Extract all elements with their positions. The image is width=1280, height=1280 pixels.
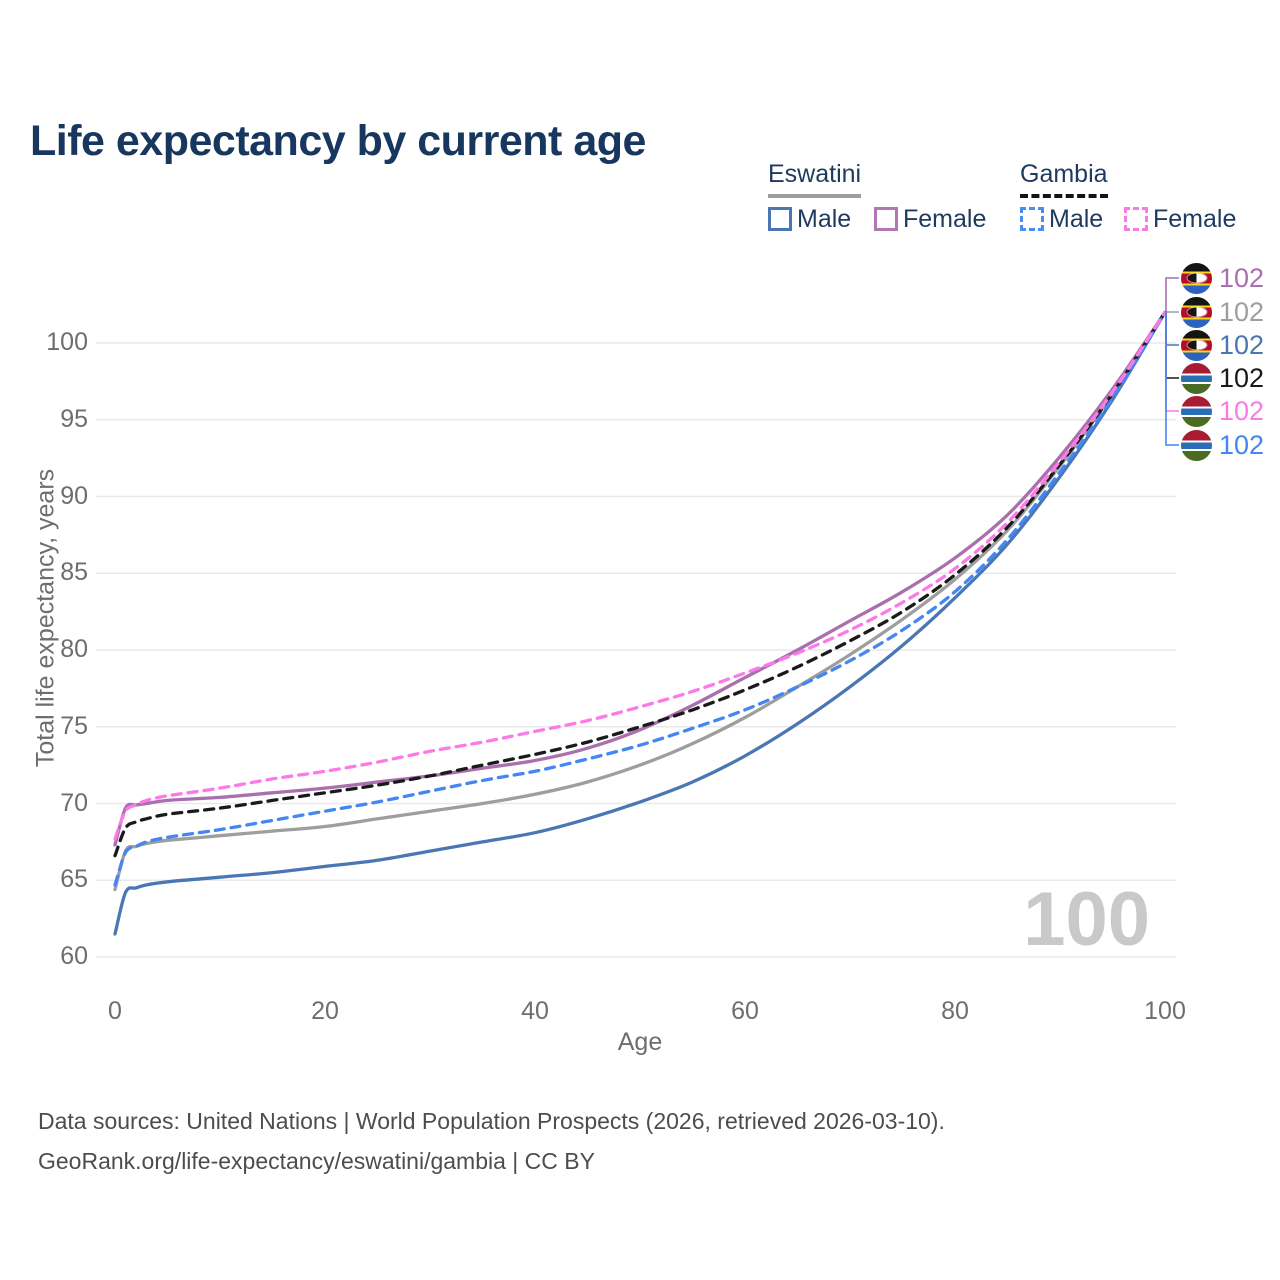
x-axis-title: Age	[617, 1028, 663, 1056]
legend-group-gambia-header: Gambia	[1020, 160, 1108, 198]
hover-age-watermark: 100	[1023, 877, 1150, 962]
y-tick-label: 90	[60, 481, 88, 510]
series-line-gambia-male	[113, 310, 1167, 887]
data-sources-text: Data sources: United Nations | World Pop…	[38, 1108, 945, 1134]
series-end-label-eswatini-male: 102	[1181, 328, 1264, 362]
gambia-flag-icon	[1181, 362, 1212, 394]
series-end-value: 102	[1219, 429, 1265, 460]
series-end-value: 102	[1219, 262, 1265, 293]
eswatini-flag-icon	[1181, 296, 1212, 328]
series-end-value: 102	[1219, 296, 1265, 327]
series-end-value: 102	[1219, 395, 1265, 426]
legend-swatch-gambia-male	[1020, 207, 1044, 231]
y-tick-label: 80	[60, 635, 88, 663]
y-tick-label: 60	[60, 942, 88, 970]
legend-swatch-eswatini-male	[768, 207, 792, 231]
eswatini-flag-icon	[1181, 329, 1212, 361]
legend-label: Female	[903, 204, 987, 233]
series-end-label-gambia-male: 102	[1181, 428, 1264, 462]
y-tick-label: 75	[60, 711, 88, 740]
series-line-gambia	[113, 310, 1167, 858]
page-title: Life expectancy by current age	[30, 116, 646, 165]
legend-label: Male	[1049, 204, 1104, 233]
series-end-value: 102	[1219, 362, 1265, 393]
eswatini-flag-icon	[1181, 262, 1212, 294]
series-end-label-eswatini-total: 102	[1181, 295, 1264, 329]
legend-group-eswatini-header: Eswatini	[768, 160, 862, 198]
y-tick-label: 85	[60, 558, 88, 587]
legend-swatch-gambia-female	[1124, 207, 1148, 231]
attribution-text: GeoRank.org/life-expectancy/eswatini/gam…	[38, 1148, 595, 1174]
x-tick-label: 60	[731, 997, 759, 1025]
x-tick-label: 80	[941, 997, 969, 1025]
legend-item-eswatini-male[interactable]: Male	[768, 203, 851, 235]
legend-swatch-eswatini-female	[874, 207, 898, 231]
x-tick-label: 100	[1144, 997, 1186, 1025]
series-line-eswatini-female	[113, 310, 1167, 847]
legend-item-gambia-male[interactable]: Male	[1020, 203, 1103, 235]
legend-label: Female	[1153, 204, 1237, 233]
gambia-flag-icon	[1181, 395, 1212, 427]
series-line-eswatini-male	[113, 310, 1167, 936]
x-tick-label: 0	[108, 997, 122, 1025]
y-tick-label: 70	[60, 788, 88, 817]
gambia-flag-icon	[1181, 429, 1212, 461]
series-end-label-gambia-total: 102	[1181, 361, 1264, 395]
series-line-eswatini	[113, 310, 1167, 892]
x-tick-label: 20	[311, 997, 339, 1025]
x-tick-label: 40	[521, 997, 549, 1025]
y-tick-label: 95	[60, 404, 88, 433]
y-tick-label: 65	[60, 865, 88, 894]
series-end-label-eswatini-female: 102	[1181, 261, 1264, 295]
y-axis-title: Total life expectancy, years	[31, 468, 60, 768]
legend-item-gambia-female[interactable]: Female	[1124, 203, 1236, 235]
legend-label: Male	[797, 204, 852, 233]
legend-item-eswatini-female[interactable]: Female	[874, 203, 986, 235]
y-tick-label: 100	[46, 328, 88, 356]
series-line-gambia-female	[113, 310, 1167, 841]
series-end-label-gambia-female: 102	[1181, 394, 1264, 428]
series-end-value: 102	[1219, 329, 1265, 360]
